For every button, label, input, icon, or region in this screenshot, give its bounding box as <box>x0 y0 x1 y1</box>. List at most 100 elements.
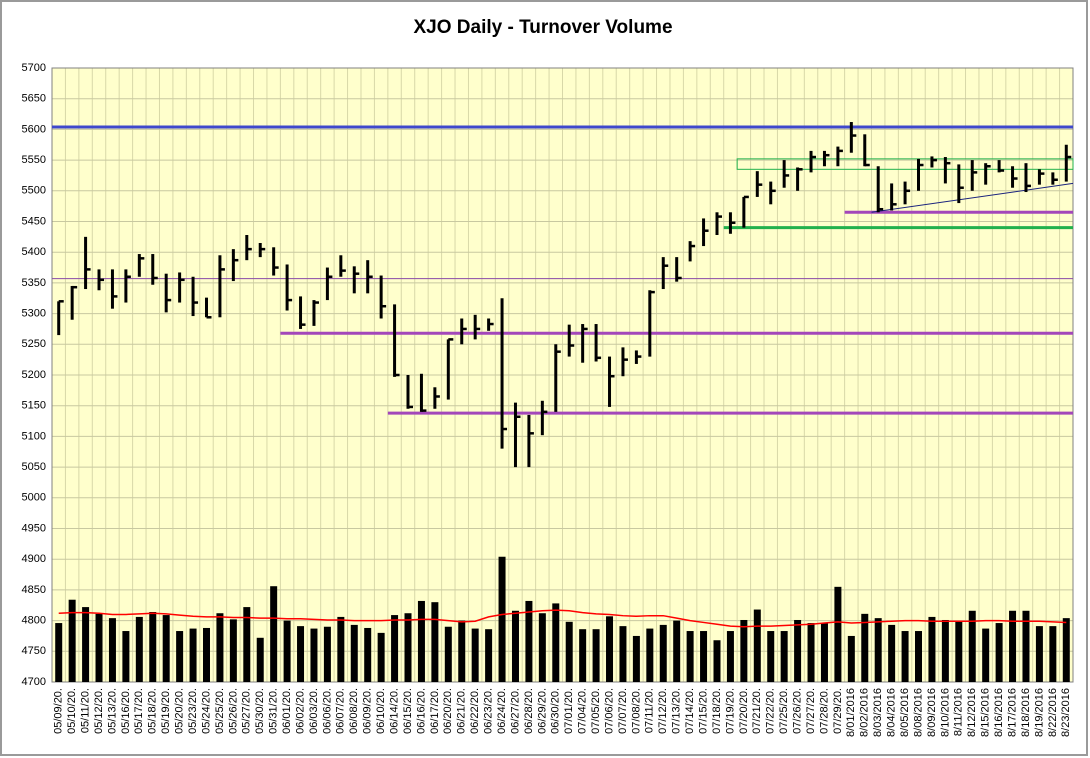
x-tick-label: 05/12/20. <box>93 688 105 734</box>
y-tick-label: 4800 <box>22 615 46 627</box>
x-tick-label: 8/01/2016 <box>845 688 857 737</box>
volume-bar <box>350 624 358 682</box>
volume-bar <box>229 619 237 682</box>
volume-bar <box>619 626 627 682</box>
volume-bar <box>686 631 694 682</box>
x-tick-label: 8/04/2016 <box>886 688 898 737</box>
x-tick-label: 8/02/2016 <box>859 688 871 737</box>
volume-bar <box>1035 626 1043 682</box>
x-tick-label: 05/25/20. <box>214 688 226 734</box>
volume-bar <box>552 603 560 682</box>
y-tick-label: 4700 <box>22 676 46 688</box>
x-tick-label: 07/04/20. <box>577 688 589 734</box>
volume-bar <box>95 613 103 682</box>
x-tick-label: 06/29/20. <box>536 688 548 734</box>
volume-bar <box>847 635 855 682</box>
x-tick-label: 06/10/20. <box>375 688 387 734</box>
x-tick-label: 05/30/20. <box>254 688 266 734</box>
volume-bar <box>794 619 802 682</box>
x-tick-label: 07/11/20. <box>644 688 656 733</box>
volume-bar <box>767 631 775 682</box>
volume-bar <box>740 619 748 682</box>
x-tick-label: 07/08/20. <box>630 688 642 734</box>
y-tick-label: 5050 <box>22 461 46 473</box>
volume-bar <box>592 629 600 682</box>
volume-bar <box>498 556 506 682</box>
y-tick-label: 5300 <box>22 308 46 320</box>
volume-bar <box>995 623 1003 682</box>
volume-bar <box>888 624 896 682</box>
x-tick-label: 06/23/20. <box>483 688 495 734</box>
x-tick-label: 07/18/20. <box>711 688 723 734</box>
volume-bar <box>471 628 479 682</box>
volume-bar <box>780 631 788 682</box>
x-tick-label: 8/08/2016 <box>912 688 924 737</box>
volume-bar <box>941 619 949 682</box>
x-tick-label: 06/16/20. <box>415 688 427 734</box>
x-tick-label: 06/03/20. <box>308 688 320 734</box>
x-tick-label: 06/09/20. <box>362 688 374 734</box>
volume-bar <box>122 631 130 682</box>
trendline <box>871 182 1074 213</box>
volume-bar <box>310 628 318 682</box>
volume-bar <box>297 626 305 682</box>
y-tick-label: 4850 <box>22 584 46 596</box>
volume-bar <box>538 613 546 682</box>
volume-bar <box>659 624 667 682</box>
y-tick-label: 5200 <box>22 369 46 381</box>
volume-bar <box>632 635 640 682</box>
x-tick-label: 07/27/20. <box>805 688 817 734</box>
y-tick-label: 5400 <box>22 246 46 258</box>
volume-bar <box>256 637 264 682</box>
x-tick-label: 05/11/20. <box>79 688 91 733</box>
volume-bar <box>162 615 170 682</box>
x-tick-label: 8/15/2016 <box>980 688 992 737</box>
volume-bar <box>149 612 157 682</box>
y-tick-label: 5600 <box>22 123 46 135</box>
x-tick-label: 8/03/2016 <box>872 688 884 737</box>
x-tick-label: 8/09/2016 <box>926 688 938 737</box>
volume-bar <box>431 602 439 682</box>
y-tick-label: 5350 <box>22 277 46 289</box>
volume-bar <box>82 607 90 682</box>
y-tick-label: 5500 <box>22 185 46 197</box>
volume-bar <box>417 600 425 682</box>
y-tick-label: 5000 <box>22 492 46 504</box>
volume-bar <box>391 615 399 682</box>
x-tick-label: 05/19/20. <box>160 688 172 734</box>
volume-bar <box>458 620 466 682</box>
x-tick-label: 05/17/20. <box>133 688 145 734</box>
volume-bar <box>525 600 533 682</box>
x-tick-label: 8/11/2016 <box>953 688 965 736</box>
x-tick-label: 07/12/20. <box>657 688 669 734</box>
x-tick-label: 07/19/20. <box>724 688 736 734</box>
moving-average-line <box>58 609 1067 628</box>
x-tick-label: 05/18/20. <box>147 688 159 734</box>
x-tick-label: 05/10/20. <box>66 688 78 734</box>
x-tick-label: 06/27/20. <box>509 688 521 734</box>
x-tick-label: 8/05/2016 <box>899 688 911 737</box>
x-tick-label: 8/18/2016 <box>1020 688 1032 737</box>
x-tick-label: 06/22/20. <box>469 688 481 734</box>
volume-bar <box>579 629 587 682</box>
volume-bar <box>243 607 251 682</box>
x-tick-label: 06/28/20. <box>523 688 535 734</box>
x-tick-label: 07/21/20. <box>751 688 763 734</box>
y-tick-label: 5150 <box>22 400 46 412</box>
chart-title: XJO Daily - Turnover Volume <box>413 17 672 38</box>
x-tick-label: 06/02/20. <box>294 688 306 734</box>
volume-bar <box>713 640 721 682</box>
y-tick-label: 5450 <box>22 215 46 227</box>
volume-bar <box>511 610 519 682</box>
x-tick-label: 07/14/20. <box>684 688 696 734</box>
x-tick-label: 8/17/2016 <box>1006 688 1018 737</box>
x-tick-label: 06/21/20. <box>456 688 468 734</box>
volume-bar <box>700 631 708 682</box>
x-tick-label: 06/08/20. <box>348 688 360 734</box>
x-tick-label: 06/30/20. <box>550 688 562 734</box>
x-tick-label: 07/13/20. <box>671 688 683 734</box>
volume-bar <box>216 613 224 682</box>
volume-bar <box>1022 610 1030 682</box>
